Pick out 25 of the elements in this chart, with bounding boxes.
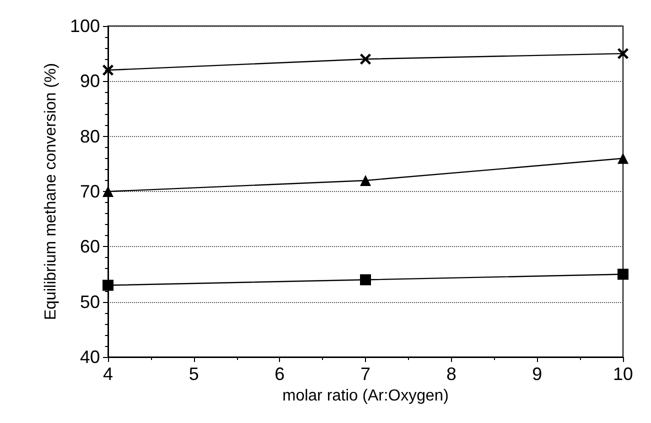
y-tick-label: 40 — [80, 347, 100, 367]
point — [360, 54, 371, 65]
y-tick-label: 70 — [80, 182, 100, 202]
x-axis-title: molar ratio (Ar:Oxygen) — [282, 387, 449, 404]
y-tick-label: 100 — [70, 16, 100, 36]
point — [360, 274, 371, 286]
x-tick-label: 10 — [612, 364, 634, 384]
point — [618, 48, 628, 60]
point — [102, 64, 114, 76]
point — [360, 174, 371, 186]
y-tick-label: 60 — [80, 236, 100, 257]
y-tick-label: 50 — [80, 292, 100, 312]
y-tick-label: 80 — [80, 126, 100, 146]
x-tick-label: 4 — [102, 364, 114, 384]
point — [618, 268, 628, 280]
x-tick-label: 7 — [360, 364, 371, 384]
x-tick-label: 5 — [188, 364, 199, 384]
y-tick-label: 90 — [80, 71, 100, 92]
x-tick-label: 6 — [274, 364, 285, 384]
point — [618, 152, 628, 164]
point — [102, 186, 114, 197]
y-axis-title: Equilibrium methane conversion (%) — [42, 63, 60, 320]
x-tick-label: 8 — [446, 364, 456, 384]
point — [102, 280, 114, 291]
x-tick-label: 9 — [532, 364, 542, 384]
